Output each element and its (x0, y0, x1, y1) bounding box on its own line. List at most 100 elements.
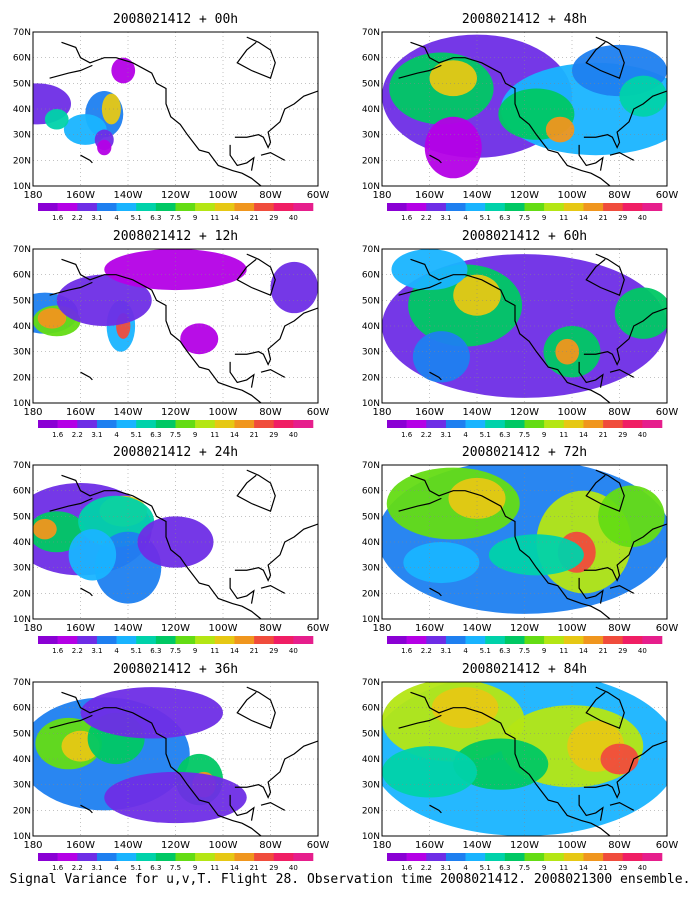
colorbar-label: 40 (638, 431, 647, 439)
colorbar-label: 4 (463, 647, 468, 655)
colorbar-swatch (214, 853, 235, 861)
panel-title: 2008021412 + 72h (462, 445, 587, 460)
y-tick-label: 70N (13, 245, 31, 255)
coastline (429, 371, 442, 381)
coastlines (49, 469, 318, 619)
variance-blob (111, 57, 136, 84)
variance-blob (555, 338, 580, 365)
colorbar-swatch (563, 420, 584, 428)
colorbar-label: 5.1 (131, 431, 142, 439)
coastline (398, 281, 442, 296)
colorbar-swatch (622, 853, 643, 861)
map-panel: 2008021412 + 48h 180 160W 140W 120W 100W 80W 60… (362, 12, 679, 222)
coastline (61, 41, 264, 186)
x-tick-label: 60W (656, 623, 679, 634)
colorbar-swatch (96, 420, 117, 428)
variance-blob (44, 109, 69, 130)
coastline (236, 36, 276, 80)
x-tick-label: 120W (161, 407, 190, 418)
colorbar-label: 6.3 (499, 214, 510, 222)
colorbar-label: 7.5 (170, 431, 181, 439)
colorbar-swatch (57, 203, 78, 211)
y-tick-label: 50N (362, 512, 380, 522)
coastline (236, 469, 276, 513)
y-tick-label: 40N (13, 755, 31, 765)
colorbar-swatch (544, 420, 565, 428)
x-tick-label: 80W (608, 840, 631, 851)
coastlines (49, 253, 318, 403)
colorbar-label: 4 (114, 864, 119, 872)
coastline (61, 474, 264, 619)
plot-frame (32, 248, 319, 404)
x-tick-label: 100W (558, 190, 587, 201)
x-tick-label: 140W (463, 623, 492, 634)
colorbar-swatch (622, 203, 643, 211)
colorbar-label: 9 (193, 214, 197, 222)
x-tick-label: 180 (23, 840, 42, 851)
colorbar-label: 6.3 (150, 214, 161, 222)
colorbar-swatch (544, 636, 565, 644)
y-tick-label: 30N (362, 348, 380, 358)
x-tick-label: 180 (23, 190, 42, 201)
colorbar-swatch (642, 203, 663, 211)
colorbar-swatch (155, 420, 176, 428)
colorbar-swatch (583, 853, 604, 861)
colorbar-label: 29 (269, 864, 278, 872)
colorbar-swatch (485, 203, 506, 211)
variance-blob (412, 331, 470, 383)
colorbar-label: 5.1 (480, 647, 491, 655)
x-tick-label: 100W (558, 407, 587, 418)
colorbar-swatch (387, 636, 407, 644)
x-tick-label: 140W (114, 407, 143, 418)
colorbar-swatch (293, 853, 314, 861)
y-tick-label: 20N (362, 373, 380, 383)
colorbar-swatch (524, 853, 545, 861)
colorbar-label: 21 (250, 431, 259, 439)
colorbar-label: 1.6 (52, 647, 64, 655)
coastline (410, 474, 613, 619)
variance-blob (33, 518, 57, 540)
x-tick-label: 120W (161, 190, 190, 201)
coastlines (398, 253, 667, 403)
colorbar-swatch (38, 853, 58, 861)
coastline (609, 151, 635, 161)
coastline (585, 253, 625, 297)
variance-field (33, 687, 247, 824)
colorbar-swatch (254, 636, 275, 644)
y-tick-label: 60N (362, 487, 380, 497)
colorbar-swatch (293, 203, 314, 211)
plot-frame (381, 31, 668, 187)
colorbar-label: 40 (289, 647, 298, 655)
colorbar-label: 21 (250, 864, 259, 872)
colorbar-label: 3.1 (91, 647, 102, 655)
y-tick-label: 50N (362, 296, 380, 306)
colorbar-label: 9 (542, 214, 546, 222)
variance-blob (448, 477, 506, 519)
colorbar-label: 2.2 (72, 431, 83, 439)
x-tick-label: 80W (608, 190, 631, 201)
colorbar-swatch (426, 203, 447, 211)
colorbar-label: 40 (638, 864, 647, 872)
x-tick-label: 140W (463, 840, 492, 851)
colorbar-label: 29 (269, 647, 278, 655)
coastline (49, 64, 93, 79)
coastlines (398, 469, 667, 619)
colorbar-label: 3.1 (91, 214, 102, 222)
colorbar-label: 11 (559, 864, 568, 872)
y-tick-label: 20N (362, 589, 380, 599)
colorbar-label: 1.6 (401, 647, 413, 655)
colorbar-label: 11 (559, 214, 568, 222)
colorbar-label: 4 (114, 214, 119, 222)
colorbar-label: 9 (193, 864, 197, 872)
colorbar-label: 29 (618, 431, 627, 439)
y-tick-label: 70N (362, 28, 380, 38)
colorbar-swatch (155, 203, 176, 211)
colorbar-label: 29 (618, 864, 627, 872)
variance-field (382, 34, 667, 179)
variance-blob (80, 687, 223, 739)
variance-blob (424, 116, 482, 179)
coastline (583, 740, 667, 799)
colorbar-label: 2.2 (72, 864, 83, 872)
y-tick-label: 60N (13, 54, 31, 64)
